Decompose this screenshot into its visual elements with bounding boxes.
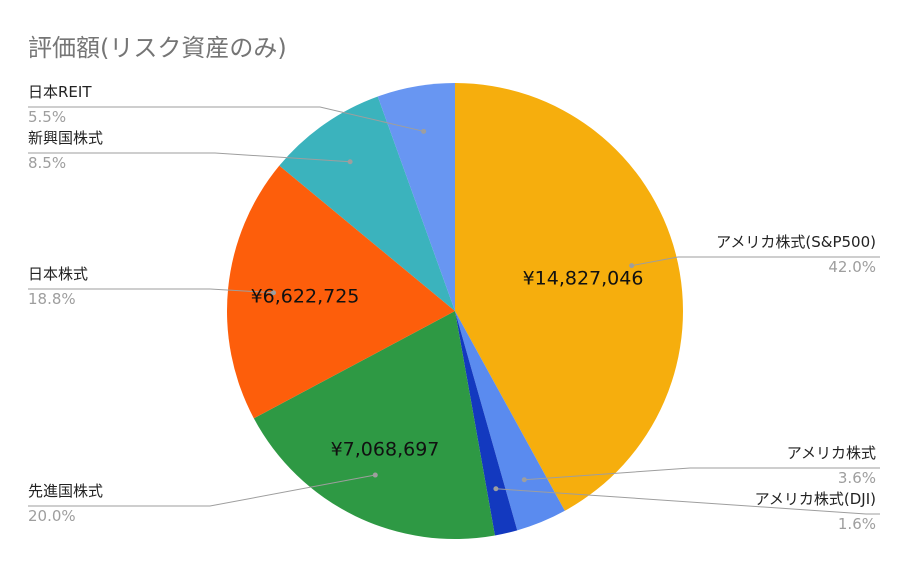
pie-slice <box>377 83 455 311</box>
leader-line <box>631 256 880 267</box>
slice-name-label: アメリカ株式(DJI) <box>755 490 876 508</box>
slice-percent-label: 5.5% <box>28 108 66 126</box>
leader-line <box>28 152 351 163</box>
pie-slices <box>226 83 683 539</box>
slice-name-label: 先進国株式 <box>28 482 103 500</box>
slice-percent-label: 20.0% <box>28 507 76 525</box>
pie-slice <box>279 96 455 311</box>
chart-title: 評価額(リスク資産のみ) <box>28 34 287 62</box>
leader-line <box>495 488 880 515</box>
slice-value-label: ¥6,622,725 <box>251 286 360 308</box>
slice-value-label: ¥7,068,697 <box>331 439 440 461</box>
slice-name-label: アメリカ株式 <box>787 444 876 462</box>
slice-percent-label: 1.6% <box>838 515 876 533</box>
pie-slice <box>455 311 518 536</box>
leader-line <box>28 106 424 132</box>
slice-percent-label: 3.6% <box>838 469 876 487</box>
slice-percent-label: 18.8% <box>28 290 76 308</box>
leader-line <box>28 474 376 507</box>
slice-name-label: 日本REIT <box>28 83 92 101</box>
slice-percent-label: 8.5% <box>28 154 66 172</box>
leader-line <box>28 288 274 294</box>
leader-lines <box>28 106 880 515</box>
leader-line <box>524 467 880 481</box>
slice-name-label: 日本株式 <box>28 265 88 283</box>
slice-labels: アメリカ株式(S&P500) 42.0% ¥14,827,046 アメリカ株式 3.6%… <box>28 83 876 533</box>
pie-slice <box>253 311 495 539</box>
slice-percent-label: 42.0% <box>828 258 876 276</box>
pie-slice <box>226 165 455 419</box>
pie-slice <box>455 311 565 531</box>
slice-name-label: アメリカ株式(S&P500) <box>716 233 876 251</box>
pie-slice <box>455 83 683 511</box>
slice-value-label: ¥14,827,046 <box>523 268 644 290</box>
slice-name-label: 新興国株式 <box>28 129 103 147</box>
